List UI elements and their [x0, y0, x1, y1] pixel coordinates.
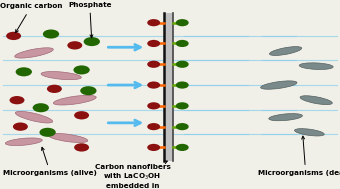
Ellipse shape	[269, 114, 302, 121]
Circle shape	[39, 128, 56, 137]
Circle shape	[74, 143, 89, 152]
Circle shape	[147, 19, 160, 26]
Circle shape	[73, 65, 90, 74]
Circle shape	[13, 122, 28, 131]
Text: Carbon nanofibers
with LaCO$_3$OH
embedded in: Carbon nanofibers with LaCO$_3$OH embedd…	[95, 161, 171, 189]
Circle shape	[176, 61, 189, 68]
Circle shape	[147, 40, 160, 47]
Ellipse shape	[261, 81, 297, 89]
Ellipse shape	[299, 63, 333, 69]
Circle shape	[47, 85, 62, 93]
Circle shape	[43, 29, 59, 39]
Ellipse shape	[41, 72, 81, 80]
Ellipse shape	[48, 133, 88, 143]
Ellipse shape	[15, 111, 53, 123]
Bar	[164, 13, 173, 161]
Text: Microorganisms (dead): Microorganisms (dead)	[258, 136, 340, 176]
Text: Organic carbon: Organic carbon	[0, 3, 63, 33]
Circle shape	[16, 67, 32, 76]
Circle shape	[84, 37, 100, 46]
Ellipse shape	[15, 48, 53, 58]
Circle shape	[10, 96, 24, 104]
Circle shape	[80, 86, 97, 95]
Circle shape	[74, 111, 89, 119]
Circle shape	[176, 102, 189, 109]
Circle shape	[147, 144, 160, 151]
Circle shape	[176, 19, 189, 26]
Ellipse shape	[294, 129, 324, 136]
Ellipse shape	[270, 47, 302, 55]
Ellipse shape	[5, 138, 42, 146]
Circle shape	[147, 102, 160, 109]
Circle shape	[176, 40, 189, 47]
Text: Phosphate: Phosphate	[68, 2, 112, 38]
Ellipse shape	[300, 96, 332, 105]
Circle shape	[147, 61, 160, 68]
Circle shape	[33, 103, 49, 112]
Circle shape	[176, 144, 189, 151]
Circle shape	[176, 123, 189, 130]
Ellipse shape	[53, 95, 96, 105]
Circle shape	[67, 41, 82, 50]
Text: Microorganisms (alive): Microorganisms (alive)	[3, 147, 97, 176]
Circle shape	[176, 81, 189, 89]
Circle shape	[147, 123, 160, 130]
Circle shape	[6, 32, 21, 40]
Circle shape	[147, 81, 160, 89]
